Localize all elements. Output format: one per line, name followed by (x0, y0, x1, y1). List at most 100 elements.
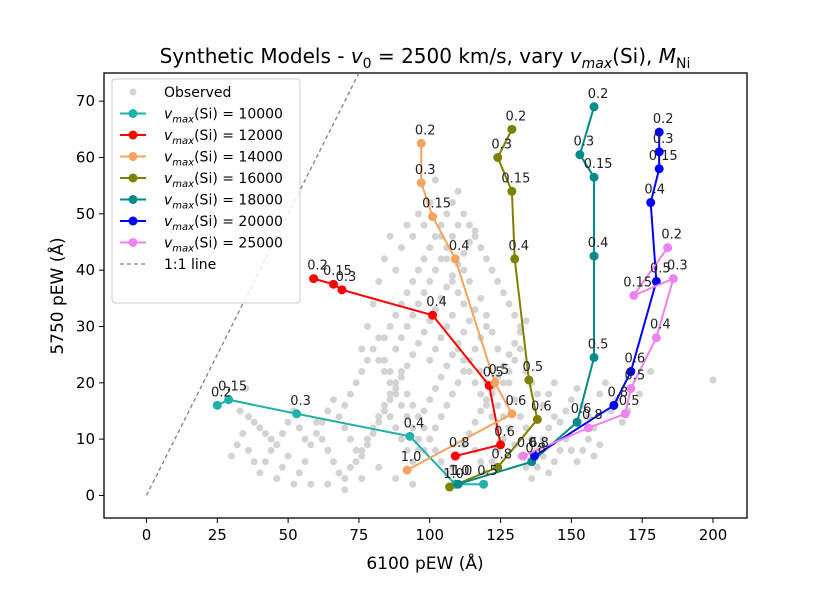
point-label: 0.3 (415, 163, 436, 178)
observed-point (369, 345, 377, 353)
observed-point (550, 413, 558, 421)
observed-point (233, 441, 241, 449)
observed-point (397, 373, 405, 381)
observed-point (499, 379, 507, 387)
series-point-25000 (583, 423, 593, 433)
observed-point (437, 334, 445, 342)
point-label: 0.5 (588, 337, 609, 352)
observed-point (375, 334, 383, 342)
observed-point (545, 424, 553, 432)
observed-point (448, 390, 456, 398)
series-point-20000 (626, 367, 636, 377)
observed-point (573, 384, 581, 392)
series-point-10000 (405, 431, 415, 441)
observed-point (516, 345, 524, 353)
observed-point (318, 418, 326, 426)
series-point-12000 (337, 285, 347, 295)
series-point-20000 (654, 164, 664, 174)
point-label: 0.3 (290, 394, 311, 409)
point-label: 0.6 (517, 436, 538, 451)
series-point-18000 (453, 479, 463, 489)
point-label: 0.6 (531, 399, 552, 414)
observed-point (460, 266, 468, 274)
observed-point (448, 351, 456, 359)
observed-point (596, 441, 604, 449)
series-point-25000 (518, 451, 528, 461)
observed-point (471, 418, 479, 426)
observed-point (414, 446, 422, 454)
observed-point (380, 356, 388, 364)
series-point-16000 (493, 152, 503, 162)
observed-point (256, 424, 264, 432)
observed-point (267, 435, 275, 443)
series-point-12000 (309, 274, 319, 284)
observed-point (227, 452, 235, 460)
observed-point (244, 413, 252, 421)
series-point-10000 (212, 400, 222, 410)
observed-point (454, 289, 462, 297)
observed-point (380, 401, 388, 409)
series-point-14000 (450, 254, 460, 264)
observed-point (426, 435, 434, 443)
observed-point (358, 475, 366, 483)
observed-point (301, 458, 309, 466)
observed-point (392, 390, 400, 398)
point-label: 0.15 (422, 197, 451, 212)
observed-point (584, 435, 592, 443)
observed-point (403, 221, 411, 229)
point-label: 0.8 (449, 436, 470, 451)
observed-point (443, 283, 451, 291)
observed-point (420, 424, 428, 432)
observed-point (375, 356, 383, 364)
series-point-20000 (654, 127, 664, 137)
observed-point (386, 232, 394, 240)
observed-point (420, 407, 428, 415)
y-tick-label: 40 (76, 261, 95, 279)
point-label: 1.0 (449, 464, 470, 479)
y-tick-label: 50 (76, 205, 95, 223)
point-label-layer: 0.20.150.30.41.0 0.50.20.150.30.40.50.60.… (211, 87, 688, 482)
series-point-12000 (450, 451, 460, 461)
observed-point (437, 413, 445, 421)
observed-point (511, 311, 519, 319)
observed-point (273, 475, 281, 483)
observed-point (460, 356, 468, 364)
legend-marker-14000 (128, 152, 138, 161)
observed-point (437, 221, 445, 229)
y-tick-label: 70 (76, 92, 95, 110)
observed-point (261, 458, 269, 466)
series-point-20000 (654, 147, 664, 157)
observed-point (454, 379, 462, 387)
observed-point (477, 458, 485, 466)
observed-point (358, 345, 366, 353)
series-point-18000 (589, 172, 599, 182)
observed-point (471, 379, 479, 387)
observed-point (499, 289, 507, 297)
legend-label-10000: vmax(Si) = 10000 (164, 107, 283, 126)
observed-point (386, 322, 394, 330)
observed-point (420, 289, 428, 297)
observed-point (312, 430, 320, 438)
series-point-18000 (572, 417, 582, 427)
observed-point (539, 435, 547, 443)
observed-point (414, 435, 422, 443)
series-point-16000 (524, 375, 534, 385)
series-point-25000 (629, 291, 639, 300)
legend-label-18000: vmax(Si) = 18000 (164, 193, 283, 212)
observed-point (284, 418, 292, 426)
legend-one-to-one-label: 1:1 line (164, 257, 216, 273)
observed-point (409, 311, 417, 319)
observed-point (414, 266, 422, 274)
y-tick-label: 10 (76, 430, 95, 448)
observed-point (505, 300, 513, 308)
observed-point (420, 255, 428, 263)
point-label: 0.5 (650, 261, 671, 276)
observed-point (426, 277, 434, 285)
legend-marker-18000 (128, 195, 138, 204)
observed-point (324, 446, 332, 454)
point-label: 0.3 (574, 135, 595, 150)
series-point-18000 (589, 102, 599, 112)
series-point-16000 (532, 414, 542, 424)
observed-point (236, 407, 244, 415)
legend-label-20000: vmax(Si) = 20000 (164, 214, 283, 233)
